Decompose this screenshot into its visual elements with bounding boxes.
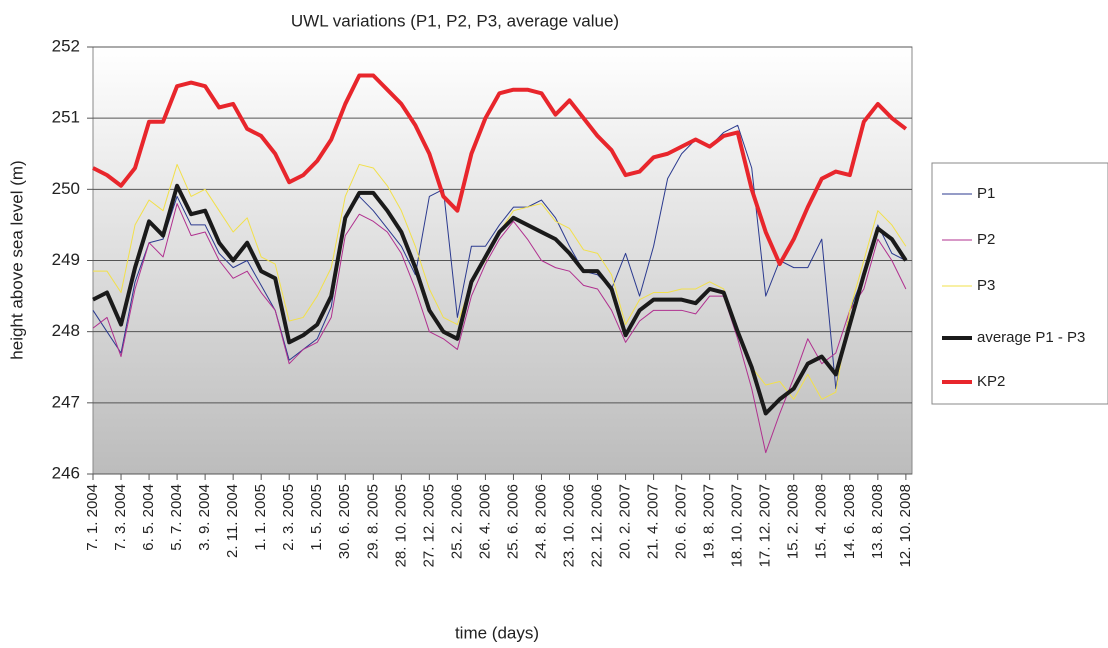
legend-label: P2: [977, 231, 995, 248]
x-tick-label: 7. 3. 2004: [112, 484, 129, 551]
x-tick-label: 28. 10. 2005: [392, 484, 409, 567]
x-tick-label: 21. 4. 2007: [645, 484, 662, 559]
x-tick-label: 13. 8. 2008: [869, 484, 886, 559]
y-tick-label: 250: [52, 179, 80, 198]
grid: 246 247 248 249 250 251 252 7. 1. 2004 7. 3. 200…: [52, 36, 914, 567]
x-tick-label: 19. 8. 2007: [701, 484, 718, 559]
legend-label: average P1 - P3: [977, 329, 1085, 346]
y-tick-label: 251: [52, 108, 80, 127]
y-tick-label: 249: [52, 250, 80, 269]
x-tick-label: 14. 6. 2008: [841, 484, 858, 559]
legend: [931, 162, 1108, 405]
x-tick-label: 2. 11. 2004: [224, 484, 241, 558]
lines: [92, 73, 908, 454]
x-tick-label: 22. 12. 2006: [589, 484, 606, 567]
x-tick-label: 15. 2. 2008: [785, 484, 802, 559]
x-tick-label: 20. 6. 2007: [673, 484, 690, 559]
x-tick-label: 29. 8. 2005: [364, 484, 381, 559]
legend-label: P3: [977, 277, 995, 294]
x-tick-label: 26. 4. 2006: [476, 484, 493, 559]
y-axis-label: height above sea level (m): [7, 160, 26, 359]
x-tick-label: 17. 12. 2007: [757, 484, 774, 567]
x-tick-label: 23. 10. 2006: [560, 484, 577, 567]
y-tick-label: 252: [52, 36, 80, 55]
series-line: [92, 183, 908, 416]
series-line: [92, 203, 907, 454]
x-tick-label: 1. 1. 2005: [252, 484, 269, 551]
series-line: [92, 124, 907, 390]
y-tick-label: 248: [52, 321, 80, 340]
x-tick-label: 24. 8. 2006: [532, 484, 549, 559]
y-tick-label: 246: [52, 463, 80, 482]
x-tick-label: 27. 12. 2005: [420, 484, 437, 567]
x-tick-label: 30. 6. 2005: [336, 484, 353, 559]
x-tick-label: 15. 4. 2008: [813, 484, 830, 559]
x-tick-label: 18. 10. 2007: [729, 484, 746, 567]
x-tick-label: 20. 2. 2007: [617, 484, 634, 559]
x-tick-label: 6. 5. 2004: [140, 484, 157, 551]
x-tick-label: 1. 5. 2005: [308, 484, 325, 551]
legend-entries: P1 P2 P3 average P1 - P3 KP2: [942, 185, 1085, 390]
x-tick-label: 25. 6. 2006: [504, 484, 521, 559]
x-tick-label: 2. 3. 2005: [280, 484, 297, 551]
series-line: [92, 73, 908, 267]
x-tick-label: 5. 7. 2004: [168, 484, 185, 551]
x-tick-label: 12. 10. 2008: [897, 484, 914, 567]
x-tick-label: 3. 9. 2004: [196, 484, 213, 551]
legend-label: KP2: [977, 373, 1005, 390]
chart-title: UWL variations (P1, P2, P3, average valu…: [291, 11, 619, 30]
x-tick-label: 7. 1. 2004: [84, 484, 101, 551]
y-tick-label: 247: [52, 392, 80, 411]
x-tick-label: 25. 2. 2006: [448, 484, 465, 559]
x-axis-label: time (days): [455, 623, 539, 642]
legend-label: P1: [977, 185, 995, 202]
